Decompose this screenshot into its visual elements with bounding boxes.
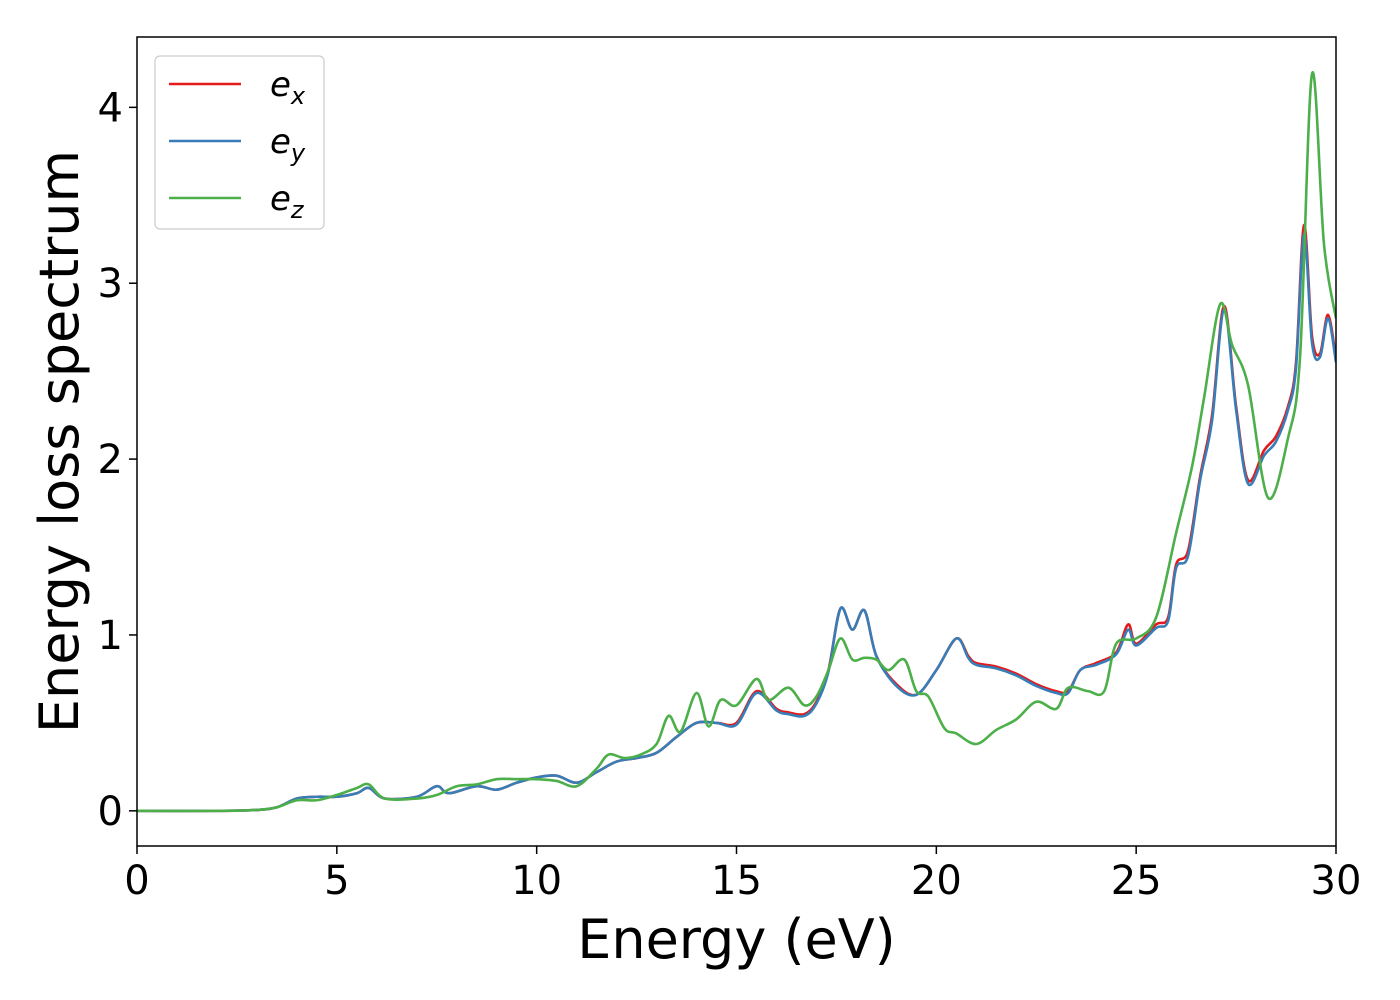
legend-label-z: ez bbox=[270, 179, 305, 224]
legend-label-x: ex bbox=[270, 65, 306, 110]
x-tick-label: 30 bbox=[1311, 858, 1362, 904]
series-line-y bbox=[137, 232, 1336, 813]
x-axis-title: Energy (eV) bbox=[577, 908, 896, 971]
series-layer bbox=[137, 71, 1336, 813]
x-axis: 0 5 10 15 20 25 30 bbox=[124, 846, 1361, 904]
x-tick-label: 25 bbox=[1111, 858, 1162, 904]
x-tick-label: 15 bbox=[711, 858, 762, 904]
legend-frame bbox=[154, 55, 325, 230]
x-tick-label: 10 bbox=[511, 858, 562, 904]
y-tick-label: 1 bbox=[98, 613, 123, 659]
series-line-z bbox=[137, 71, 1336, 813]
y-axis-title: Energy loss spectrum bbox=[28, 150, 91, 733]
legend: ex ey ez bbox=[154, 55, 325, 230]
y-axis: 0 1 2 3 4 bbox=[98, 85, 137, 835]
x-tick-label: 20 bbox=[911, 858, 962, 904]
y-tick-label: 4 bbox=[98, 85, 123, 131]
x-tick-label: 0 bbox=[124, 858, 149, 904]
x-tick-label: 5 bbox=[324, 858, 349, 904]
y-tick-label: 2 bbox=[98, 437, 123, 483]
y-tick-label: 0 bbox=[98, 789, 123, 835]
legend-label-y: ey bbox=[270, 122, 306, 167]
y-tick-label: 3 bbox=[98, 261, 123, 307]
